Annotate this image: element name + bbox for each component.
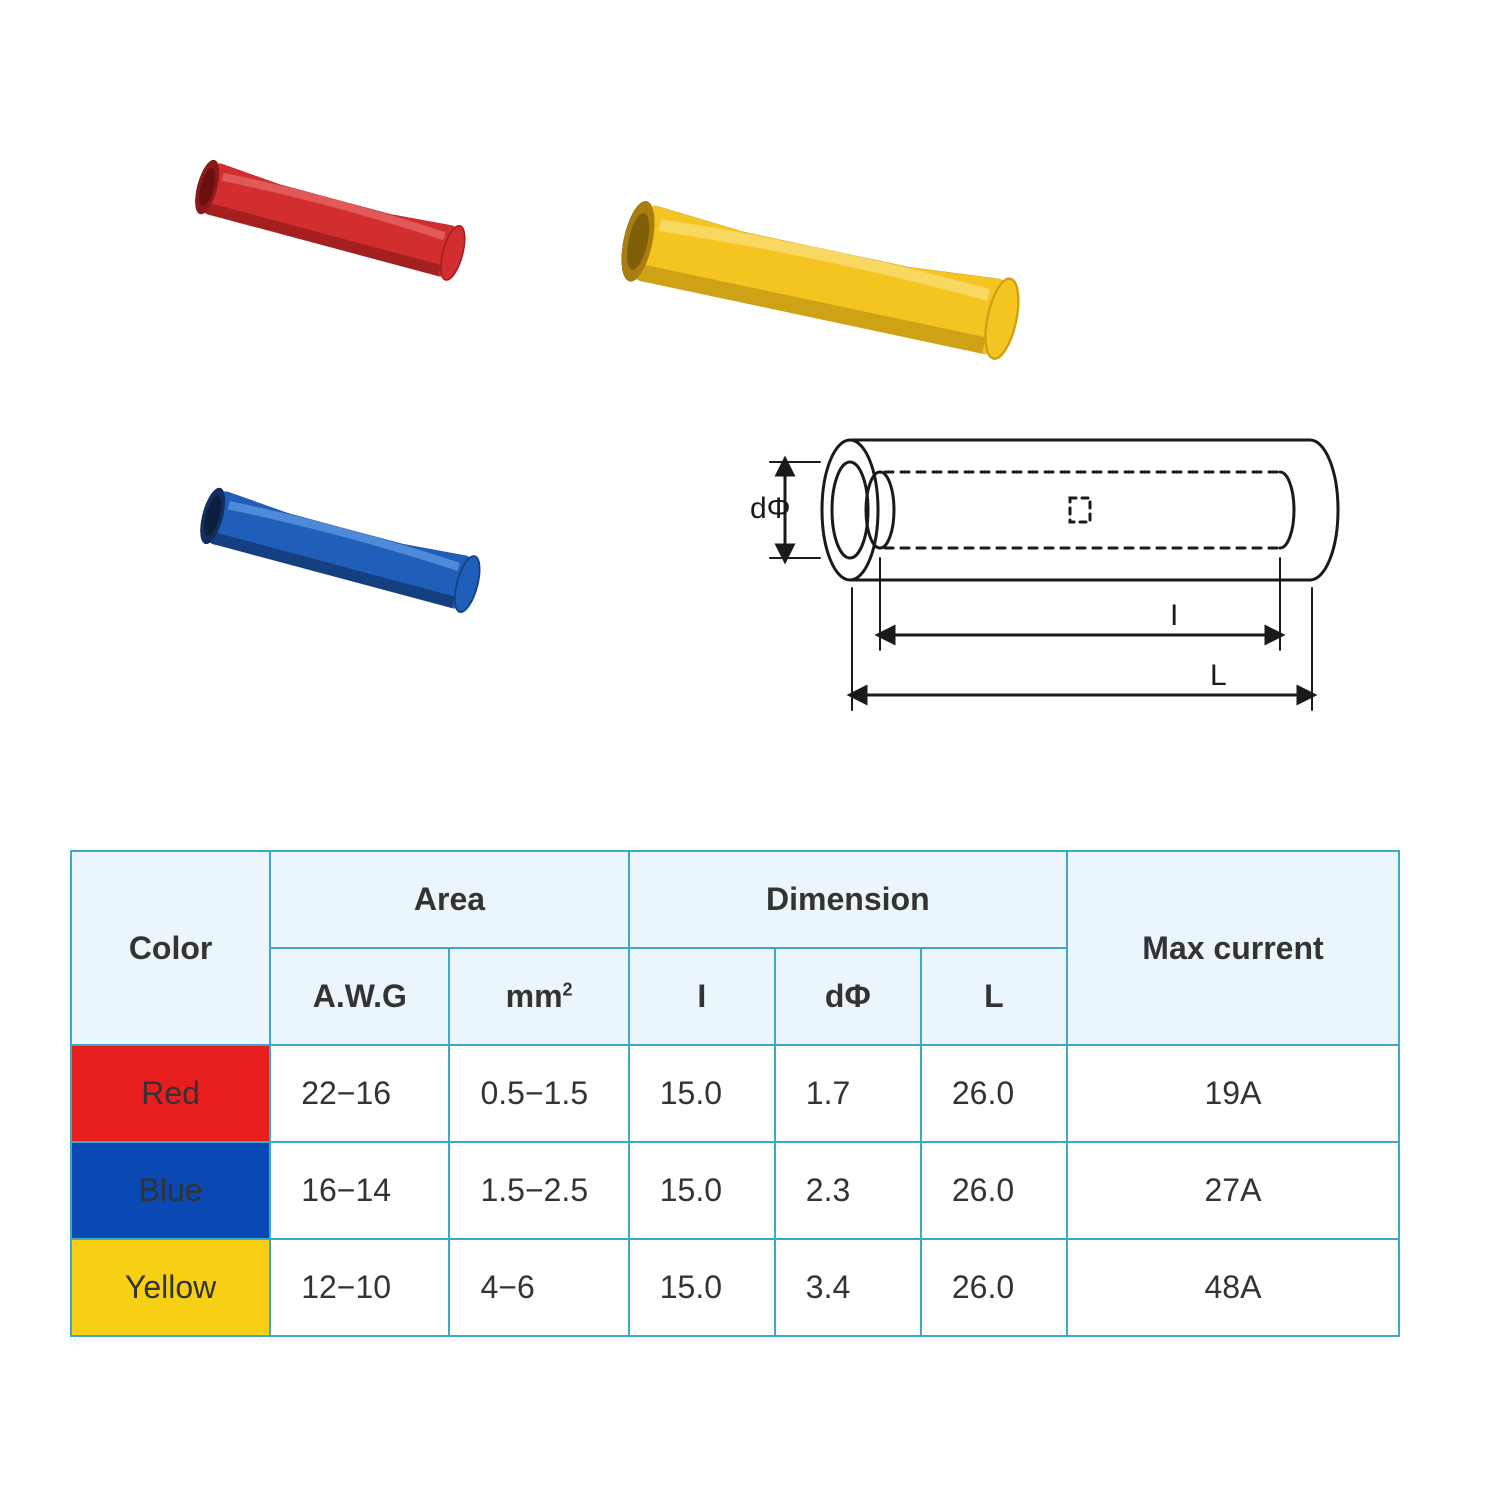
yellow-connector-icon	[615, 198, 1024, 361]
th-color: Color	[71, 851, 270, 1045]
blue-connector-icon	[195, 485, 484, 614]
red-connector-icon	[191, 158, 470, 283]
cell-L: 26.0	[921, 1045, 1067, 1142]
diagram-label-dphi: dΦ	[750, 492, 791, 525]
table-row: Blue 16−14 1.5−2.5 15.0 2.3 26.0 27A	[71, 1142, 1399, 1239]
dimensional-diagram-icon: dΦ I L	[750, 440, 1338, 710]
th-mm2: mm2	[449, 948, 628, 1045]
th-dim-i: I	[629, 948, 775, 1045]
swatch-blue: Blue	[71, 1142, 270, 1239]
cell-awg: 16−14	[270, 1142, 449, 1239]
cell-L: 26.0	[921, 1239, 1067, 1336]
cell-i: 15.0	[629, 1045, 775, 1142]
cell-awg: 12−10	[270, 1239, 449, 1336]
spec-table: Color Area Dimension Max current A.W.G m…	[70, 850, 1400, 1337]
th-area: Area	[270, 851, 629, 948]
th-dim-dphi: dΦ	[775, 948, 921, 1045]
cell-i: 15.0	[629, 1142, 775, 1239]
table-row: Yellow 12−10 4−6 15.0 3.4 26.0 48A	[71, 1239, 1399, 1336]
cell-mm2: 4−6	[449, 1239, 628, 1336]
cell-mm2: 1.5−2.5	[449, 1142, 628, 1239]
th-dimension: Dimension	[629, 851, 1067, 948]
th-max-current: Max current	[1067, 851, 1399, 1045]
cell-L: 26.0	[921, 1142, 1067, 1239]
cell-mm2: 0.5−1.5	[449, 1045, 628, 1142]
cell-max: 48A	[1067, 1239, 1399, 1336]
th-dim-L: L	[921, 948, 1067, 1045]
cell-dphi: 2.3	[775, 1142, 921, 1239]
swatch-yellow: Yellow	[71, 1239, 270, 1336]
table-row: Red 22−16 0.5−1.5 15.0 1.7 26.0 19A	[71, 1045, 1399, 1142]
cell-dphi: 1.7	[775, 1045, 921, 1142]
illustration-svg: dΦ I L	[60, 60, 1440, 780]
th-awg: A.W.G	[270, 948, 449, 1045]
cell-awg: 22−16	[270, 1045, 449, 1142]
swatch-red: Red	[71, 1045, 270, 1142]
diagram-label-i: I	[1170, 599, 1178, 632]
cell-i: 15.0	[629, 1239, 775, 1336]
diagram-label-L: L	[1210, 659, 1227, 692]
cell-max: 19A	[1067, 1045, 1399, 1142]
cell-max: 27A	[1067, 1142, 1399, 1239]
cell-dphi: 3.4	[775, 1239, 921, 1336]
product-illustration: dΦ I L	[60, 60, 1440, 780]
